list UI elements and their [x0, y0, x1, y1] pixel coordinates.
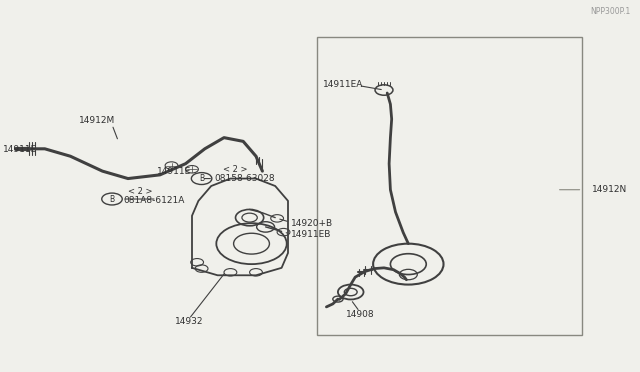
Text: 14911EB: 14911EB	[291, 230, 332, 239]
Text: NPP300P.1: NPP300P.1	[590, 7, 630, 16]
Text: 14912N: 14912N	[592, 185, 627, 194]
Bar	[317, 37, 582, 335]
Text: B: B	[109, 195, 115, 203]
Text: 14920+B: 14920+B	[291, 219, 333, 228]
Text: 14932: 14932	[175, 317, 203, 326]
Text: B: B	[199, 174, 204, 183]
Text: 14911EA: 14911EA	[323, 80, 364, 89]
Text: < 2 >: < 2 >	[223, 165, 247, 174]
Text: 14911E: 14911E	[157, 167, 191, 176]
Text: 14908: 14908	[346, 310, 374, 319]
Text: 081A8-6121A: 081A8-6121A	[124, 196, 185, 205]
Text: 08158-63028: 08158-63028	[214, 174, 275, 183]
Text: 14912M: 14912M	[79, 116, 115, 125]
Text: 14911E: 14911E	[3, 145, 38, 154]
Text: < 2 >: < 2 >	[128, 187, 152, 196]
